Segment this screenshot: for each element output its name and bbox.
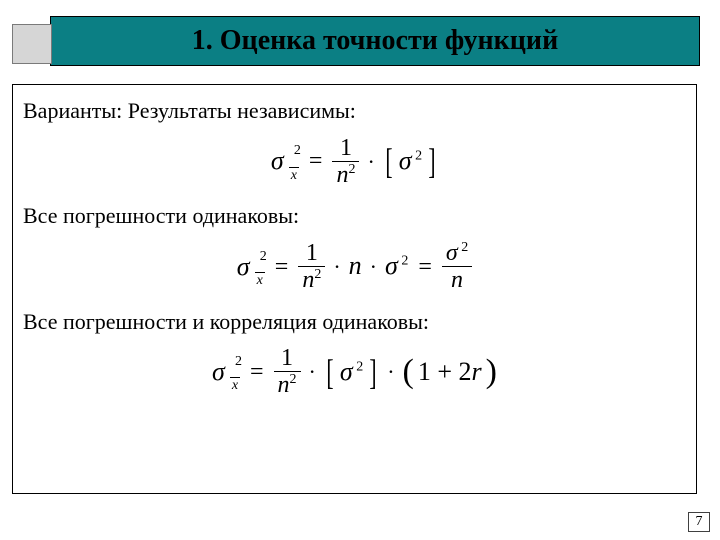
- dot-operator: ·: [387, 358, 394, 386]
- content-frame: Варианты: Результаты независимы: σ 2 x =…: [12, 84, 697, 494]
- variant-line-1: Варианты: Результаты независимы:: [23, 97, 684, 125]
- slide: 1. Оценка точности функций Варианты: Рез…: [0, 0, 720, 540]
- equals-sign: =: [418, 252, 432, 282]
- right-bracket-icon: ]: [370, 354, 377, 390]
- left-bracket-icon: [: [385, 143, 392, 179]
- dot-operator: ·: [309, 358, 316, 386]
- right-bracket-icon: ]: [428, 143, 435, 179]
- fraction-sigma2-over-n: σ 2 n: [442, 240, 472, 294]
- title-bar: 1. Оценка точности функций: [50, 16, 700, 66]
- corner-decoration: [12, 24, 52, 64]
- sigma-xbar-squared-icon: σ 2 x: [269, 144, 299, 178]
- sigma-squared: σ 2: [340, 356, 363, 389]
- page-number: 7: [688, 512, 710, 532]
- equals-sign: =: [309, 146, 323, 176]
- formula-2: σ 2 x = 1 n2 · n · σ 2 = σ 2 n: [23, 240, 684, 294]
- fraction-1-over-n2: 1 n2: [332, 135, 359, 189]
- one-plus-2r: 1 + 2r: [418, 356, 482, 389]
- dot-operator: ·: [370, 253, 377, 281]
- dot-operator: ·: [333, 253, 340, 281]
- right-paren-icon: ): [486, 357, 497, 388]
- fraction-1-over-n2: 1 n2: [298, 240, 325, 294]
- sigma-xbar-squared-icon: σ 2 x: [235, 250, 265, 284]
- left-bracket-icon: [: [326, 354, 333, 390]
- equals-sign: =: [250, 357, 264, 387]
- variant-line-3: Все погрешности и корреляция одинаковы:: [23, 308, 684, 336]
- n-term: n: [349, 250, 362, 283]
- left-paren-icon: (: [403, 357, 414, 388]
- dot-operator: ·: [367, 148, 374, 176]
- formula-3: σ 2 x = 1 n2 · [ σ 2 ] · ( 1 + 2r ): [23, 345, 684, 399]
- fraction-1-over-n2: 1 n2: [274, 345, 301, 399]
- formula-1: σ 2 x = 1 n2 · [ σ 2 ]: [23, 135, 684, 189]
- variant-line-2: Все погрешности одинаковы:: [23, 202, 684, 230]
- sigma-xbar-squared-icon: σ 2 x: [210, 355, 240, 389]
- slide-title: 1. Оценка точности функций: [192, 25, 558, 57]
- page-number-value: 7: [696, 514, 703, 530]
- equals-sign: =: [275, 252, 289, 282]
- sigma-squared: σ 2: [399, 145, 422, 178]
- sigma-squared: σ 2: [385, 250, 408, 283]
